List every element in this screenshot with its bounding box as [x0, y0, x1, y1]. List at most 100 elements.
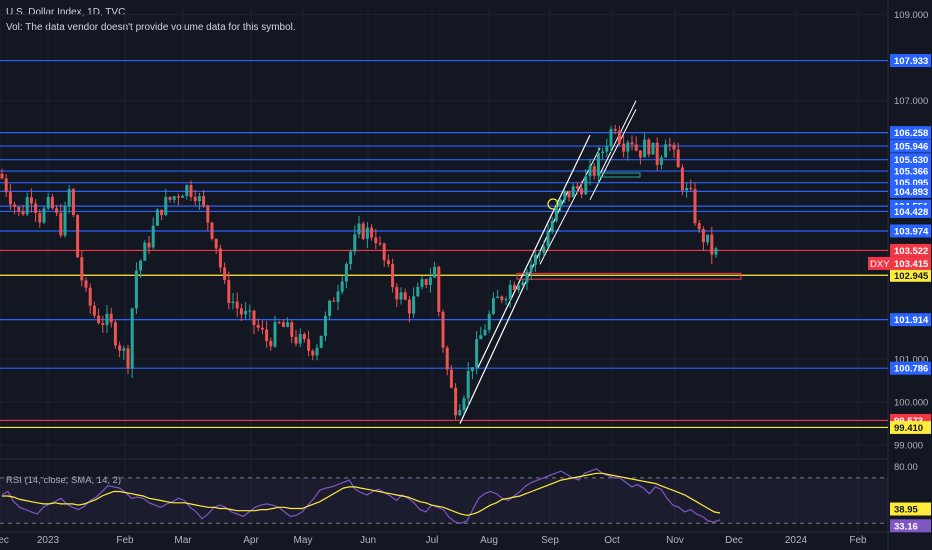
- candle-body: [67, 189, 71, 207]
- candle-body: [227, 280, 231, 303]
- level-badge-bg: [890, 153, 931, 167]
- candle-body: [101, 323, 105, 325]
- candle-body: [525, 271, 529, 283]
- candle-body: [71, 189, 75, 215]
- time-label: Oct: [604, 535, 620, 546]
- candle-body: [580, 188, 584, 195]
- candle-body: [445, 347, 449, 370]
- candle-body: [521, 282, 525, 286]
- candle-body: [508, 285, 512, 299]
- candle-body: [260, 327, 264, 330]
- candle-body: [697, 223, 701, 230]
- level-badge-bg: [890, 268, 931, 282]
- candle-body: [298, 334, 302, 344]
- candle-body: [676, 149, 680, 168]
- candle-body: [248, 310, 252, 312]
- candle-body: [412, 296, 416, 314]
- candle-body: [206, 205, 210, 223]
- candle-body: [567, 190, 571, 198]
- candle-body: [403, 292, 407, 300]
- candle-body: [554, 207, 558, 221]
- candle-body: [42, 208, 46, 223]
- rsi-sma-line: [2, 472, 721, 516]
- candle-body: [88, 287, 92, 306]
- candle-body: [382, 243, 386, 261]
- price-tick-label: 99.000: [894, 441, 923, 452]
- trend-channel-lower: [459, 190, 569, 424]
- candle-body: [59, 212, 63, 236]
- rsi-line: [1, 468, 721, 524]
- candle-body: [13, 204, 17, 208]
- candle-body: [626, 142, 630, 152]
- level-badge: 103.974: [894, 226, 929, 237]
- candle-body: [80, 257, 84, 281]
- candle-body: [185, 185, 189, 196]
- candle-body: [601, 151, 605, 153]
- candle-body: [344, 264, 348, 282]
- candle-body: [4, 178, 8, 193]
- candle-body: [353, 234, 357, 252]
- candle-body: [168, 196, 172, 200]
- candle-body: [361, 223, 365, 239]
- candle-body: [181, 195, 185, 198]
- candle-body: [533, 254, 537, 265]
- candle-body: [160, 209, 164, 216]
- rsi-value-badge: 38.95: [894, 505, 918, 516]
- trend-line: [589, 109, 637, 200]
- candle-body: [25, 197, 29, 215]
- candle-body: [462, 398, 466, 411]
- time-label: 2024: [785, 535, 808, 546]
- candle-body: [466, 371, 470, 399]
- level-badge-bg: [890, 184, 931, 198]
- rsi-badge-bg: [890, 519, 931, 533]
- candlestick-series: [0, 124, 718, 420]
- candle-body: [315, 347, 319, 356]
- trend-channel-upper: [477, 134, 591, 368]
- candle-body: [55, 208, 59, 213]
- candle-body: [84, 280, 88, 288]
- candle-body: [512, 285, 516, 290]
- chart-title: U.S. Dollar Index, 1D, TVC: [6, 7, 126, 18]
- candle-body: [689, 188, 693, 190]
- candle-body: [571, 186, 575, 198]
- candle-body: [496, 296, 500, 299]
- level-badge-bg: [890, 420, 931, 434]
- rsi-indicator-label[interactable]: RSI (14, close, SMA, 14, 2): [6, 475, 121, 486]
- time-label: May: [294, 535, 313, 546]
- candle-body: [458, 410, 462, 416]
- candle-body: [122, 348, 126, 351]
- candle-body: [252, 310, 256, 325]
- candle-body: [218, 248, 222, 268]
- candle-body: [424, 279, 428, 285]
- level-badge: 103.522: [894, 246, 928, 257]
- candle-body: [647, 139, 651, 155]
- candle-body: [134, 270, 138, 309]
- candle-body: [273, 322, 277, 347]
- candle-body: [437, 266, 441, 312]
- candle-body: [538, 252, 542, 255]
- candle-body: [529, 264, 533, 272]
- candle-body: [613, 129, 617, 131]
- candle-body: [286, 322, 290, 327]
- candle-body: [433, 266, 437, 278]
- candle-body: [592, 166, 596, 176]
- price-tick-label: 101.000: [894, 354, 928, 365]
- support-zone: [516, 272, 742, 280]
- candle-body: [407, 299, 411, 314]
- candle-body: [651, 142, 655, 155]
- candle-body: [479, 335, 483, 340]
- time-label: Feb: [116, 535, 134, 546]
- candle-body: [336, 291, 340, 302]
- candle-body: [487, 313, 491, 330]
- time-label: Jun: [360, 535, 376, 546]
- highlight-circle: [547, 198, 559, 210]
- time-label: Feb: [849, 535, 867, 546]
- level-badge: 105.366: [894, 167, 928, 178]
- candle-body: [386, 260, 390, 265]
- candle-body: [21, 211, 25, 215]
- candle-body: [374, 237, 378, 244]
- candle-body: [130, 308, 134, 369]
- candle-body: [668, 144, 672, 146]
- candle-body: [164, 196, 168, 216]
